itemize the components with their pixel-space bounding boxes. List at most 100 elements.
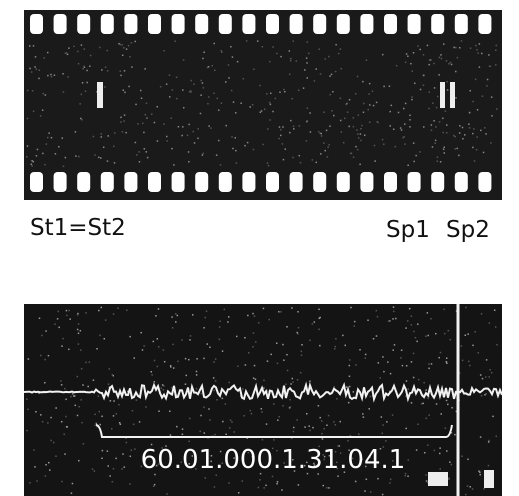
grain (401, 350, 403, 352)
grain (321, 433, 323, 435)
grain (446, 124, 448, 126)
grain (77, 376, 79, 378)
grain (415, 337, 417, 339)
grain (411, 99, 413, 101)
grain (434, 450, 436, 452)
grain (219, 320, 221, 322)
grain (408, 459, 410, 461)
grain (78, 63, 80, 65)
grain (453, 135, 455, 137)
grain (176, 77, 178, 79)
grain (236, 336, 238, 338)
grain (202, 58, 204, 60)
grain (94, 470, 96, 472)
grain (112, 374, 114, 376)
grain (51, 137, 53, 139)
grain (29, 68, 31, 70)
grain (290, 58, 292, 60)
sprocket-hole (431, 172, 444, 192)
grain (385, 440, 387, 442)
grain (196, 374, 198, 376)
grain (247, 142, 249, 144)
grain (176, 426, 178, 428)
grain (290, 406, 292, 408)
grain (355, 146, 357, 148)
grain (114, 162, 116, 164)
grain (54, 74, 56, 76)
grain (465, 335, 467, 337)
grain (80, 330, 82, 332)
grain (140, 90, 142, 92)
grain (176, 98, 178, 100)
grain (200, 80, 202, 82)
grain (81, 422, 83, 424)
code-label: 60.01.000.1.31.04.1 (141, 445, 406, 475)
grain (446, 132, 448, 134)
grain (310, 131, 312, 133)
grain (459, 132, 461, 134)
sprocket-hole (124, 14, 137, 34)
grain (402, 365, 404, 367)
grain (213, 361, 215, 363)
grain (386, 421, 388, 423)
grain (268, 319, 270, 321)
grain (131, 66, 133, 68)
grain (217, 98, 219, 100)
figure: St1=St2 Sp1 Sp2 60.01.000.1.31.04.1 (0, 0, 519, 496)
grain (428, 64, 430, 66)
grain (491, 372, 493, 374)
grain (118, 43, 120, 45)
grain (416, 341, 418, 343)
sprocket-hole (478, 172, 491, 192)
grain (31, 164, 33, 166)
grain (419, 49, 421, 51)
grain (122, 55, 124, 57)
grain (151, 374, 153, 376)
grain (340, 421, 342, 423)
grain (133, 357, 135, 359)
grain (423, 126, 425, 128)
grain (446, 361, 448, 363)
grain (404, 123, 406, 125)
grain (485, 393, 487, 395)
grain (430, 318, 432, 320)
grain (379, 377, 381, 379)
grain (417, 45, 419, 47)
grain (428, 414, 430, 416)
grain (331, 110, 333, 112)
grain (443, 149, 445, 151)
grain (402, 137, 404, 139)
grain (405, 428, 407, 430)
grain (400, 357, 402, 359)
grain (429, 60, 431, 62)
grain (496, 108, 498, 110)
grain (358, 433, 360, 435)
grain (105, 319, 107, 321)
grain (208, 66, 210, 68)
grain (154, 381, 156, 383)
grain (47, 422, 49, 424)
grain (280, 56, 282, 58)
grain (265, 485, 267, 487)
grain (442, 118, 444, 120)
grain (122, 131, 124, 133)
grain (289, 74, 291, 76)
grain (82, 68, 84, 70)
grain (166, 136, 168, 138)
grain (445, 110, 447, 112)
grain (63, 166, 65, 168)
grain (428, 368, 430, 370)
grain (276, 53, 278, 55)
grain (480, 130, 482, 132)
grain (362, 81, 364, 83)
grain (125, 132, 127, 134)
grain (214, 486, 216, 488)
grain (201, 393, 203, 395)
grain (169, 410, 171, 412)
grain (309, 430, 311, 432)
grain (42, 421, 44, 423)
grain (251, 413, 253, 415)
grain (469, 365, 471, 367)
grain (146, 151, 148, 153)
grain (353, 391, 355, 393)
